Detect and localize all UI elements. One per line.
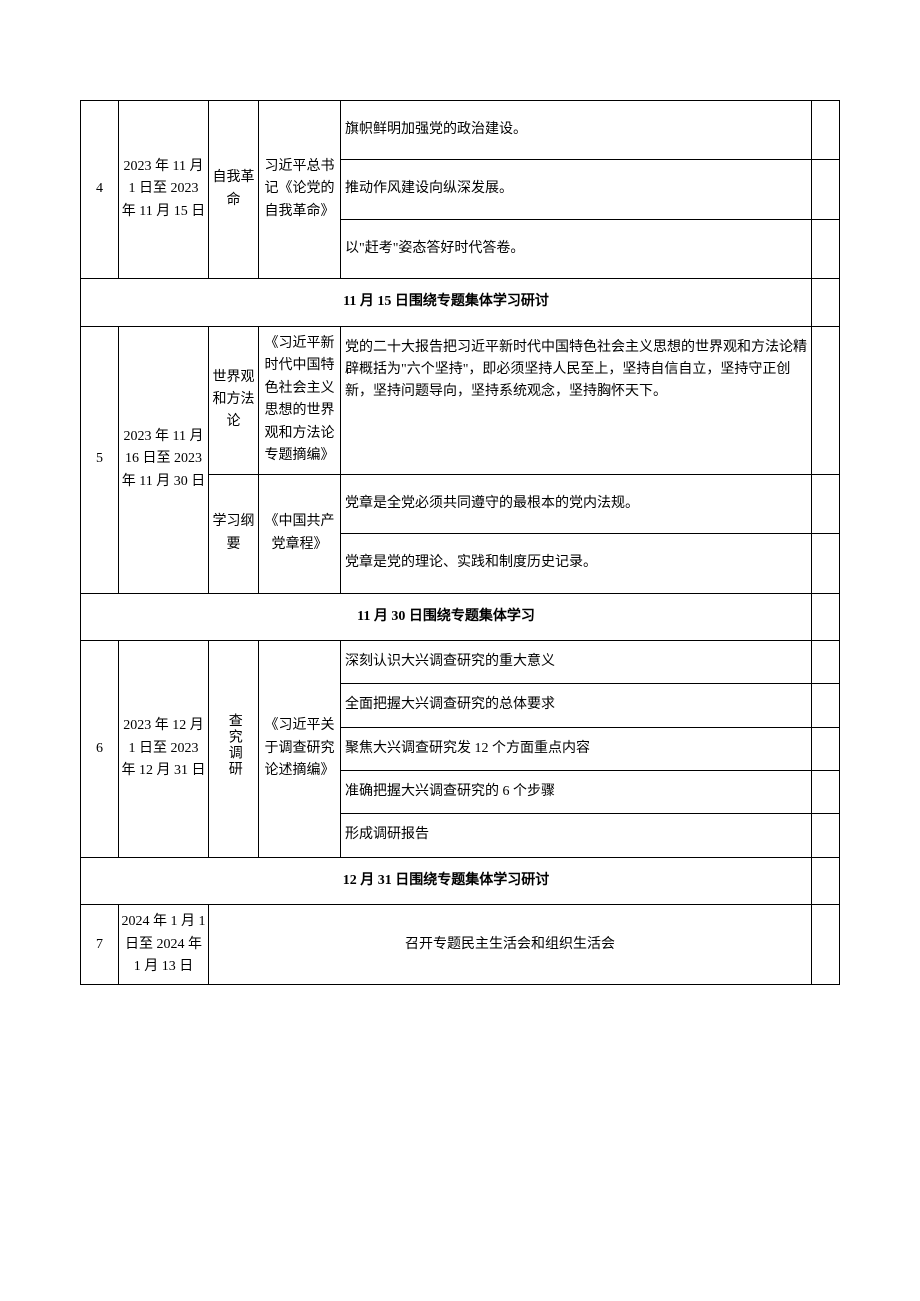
row-number: 4 <box>81 101 119 279</box>
date-range: 2024 年 1 月 1 日至 2024 年 1 月 13 日 <box>119 905 209 985</box>
empty-cell <box>812 593 840 640</box>
table-row: 4 2023 年 11 月 1 日至 2023 年 11 月 15 日 自我革命… <box>81 101 840 160</box>
summary-row: 11 月 30 日围绕专题集体学习 <box>81 593 840 640</box>
date-range: 2023 年 11 月 1 日至 2023 年 11 月 15 日 <box>119 101 209 279</box>
date-range: 2023 年 12 月 1 日至 2023 年 12 月 31 日 <box>119 640 209 857</box>
point-text: 全面把握大兴调查研究的总体要求 <box>341 684 812 727</box>
row-number: 7 <box>81 905 119 985</box>
empty-cell <box>812 101 840 160</box>
table-row: 6 2023 年 12 月 1 日至 2023 年 12 月 31 日 查究调研… <box>81 640 840 683</box>
empty-cell <box>812 905 840 985</box>
summary-row: 12 月 31 日围绕专题集体学习研讨 <box>81 857 840 904</box>
point-text: 推动作风建设向纵深发展。 <box>341 160 812 219</box>
summary-row: 11 月 15 日围绕专题集体学习研讨 <box>81 279 840 326</box>
summary-text: 12 月 31 日围绕专题集体学习研讨 <box>81 857 812 904</box>
point-text: 党的二十大报告把习近平新时代中国特色社会主义思想的世界观和方法论精辟概括为"六个… <box>341 326 812 474</box>
row-number: 6 <box>81 640 119 857</box>
point-text: 旗帜鲜明加强党的政治建设。 <box>341 101 812 160</box>
book-title: 习近平总书记《论党的自我革命》 <box>259 101 341 279</box>
topic: 学习纲要 <box>209 474 259 593</box>
book-title: 《习近平关于调查研究论述摘编》 <box>259 640 341 857</box>
table-row: 7 2024 年 1 月 1 日至 2024 年 1 月 13 日 召开专题民主… <box>81 905 840 985</box>
empty-cell <box>812 640 840 683</box>
empty-cell <box>812 534 840 593</box>
empty-cell <box>812 814 840 857</box>
empty-cell <box>812 727 840 770</box>
empty-cell <box>812 219 840 278</box>
full-row-text: 召开专题民主生活会和组织生活会 <box>209 905 812 985</box>
empty-cell <box>812 279 840 326</box>
topic-vertical-text: 查究调研 <box>222 713 244 777</box>
summary-text: 11 月 15 日围绕专题集体学习研讨 <box>81 279 812 326</box>
topic: 查究调研 <box>209 640 259 857</box>
schedule-table: 4 2023 年 11 月 1 日至 2023 年 11 月 15 日 自我革命… <box>80 100 840 985</box>
point-text: 聚焦大兴调查研究发 12 个方面重点内容 <box>341 727 812 770</box>
empty-cell <box>812 326 840 474</box>
empty-cell <box>812 857 840 904</box>
point-text: 准确把握大兴调查研究的 6 个步骤 <box>341 771 812 814</box>
empty-cell <box>812 160 840 219</box>
topic: 自我革命 <box>209 101 259 279</box>
point-text: 深刻认识大兴调查研究的重大意义 <box>341 640 812 683</box>
book-title: 《习近平新时代中国特色社会主义思想的世界观和方法论专题摘编》 <box>259 326 341 474</box>
point-text: 党章是党的理论、实践和制度历史记录。 <box>341 534 812 593</box>
book-title: 《中国共产党章程》 <box>259 474 341 593</box>
point-text: 形成调研报告 <box>341 814 812 857</box>
empty-cell <box>812 771 840 814</box>
point-text: 党章是全党必须共同遵守的最根本的党内法规。 <box>341 474 812 533</box>
row-number: 5 <box>81 326 119 593</box>
point-text: 以"赶考"姿态答好时代答卷。 <box>341 219 812 278</box>
summary-text: 11 月 30 日围绕专题集体学习 <box>81 593 812 640</box>
date-range: 2023 年 11 月 16 日至 2023 年 11 月 30 日 <box>119 326 209 593</box>
topic: 世界观和方法论 <box>209 326 259 474</box>
empty-cell <box>812 474 840 533</box>
table-row: 5 2023 年 11 月 16 日至 2023 年 11 月 30 日 世界观… <box>81 326 840 474</box>
empty-cell <box>812 684 840 727</box>
